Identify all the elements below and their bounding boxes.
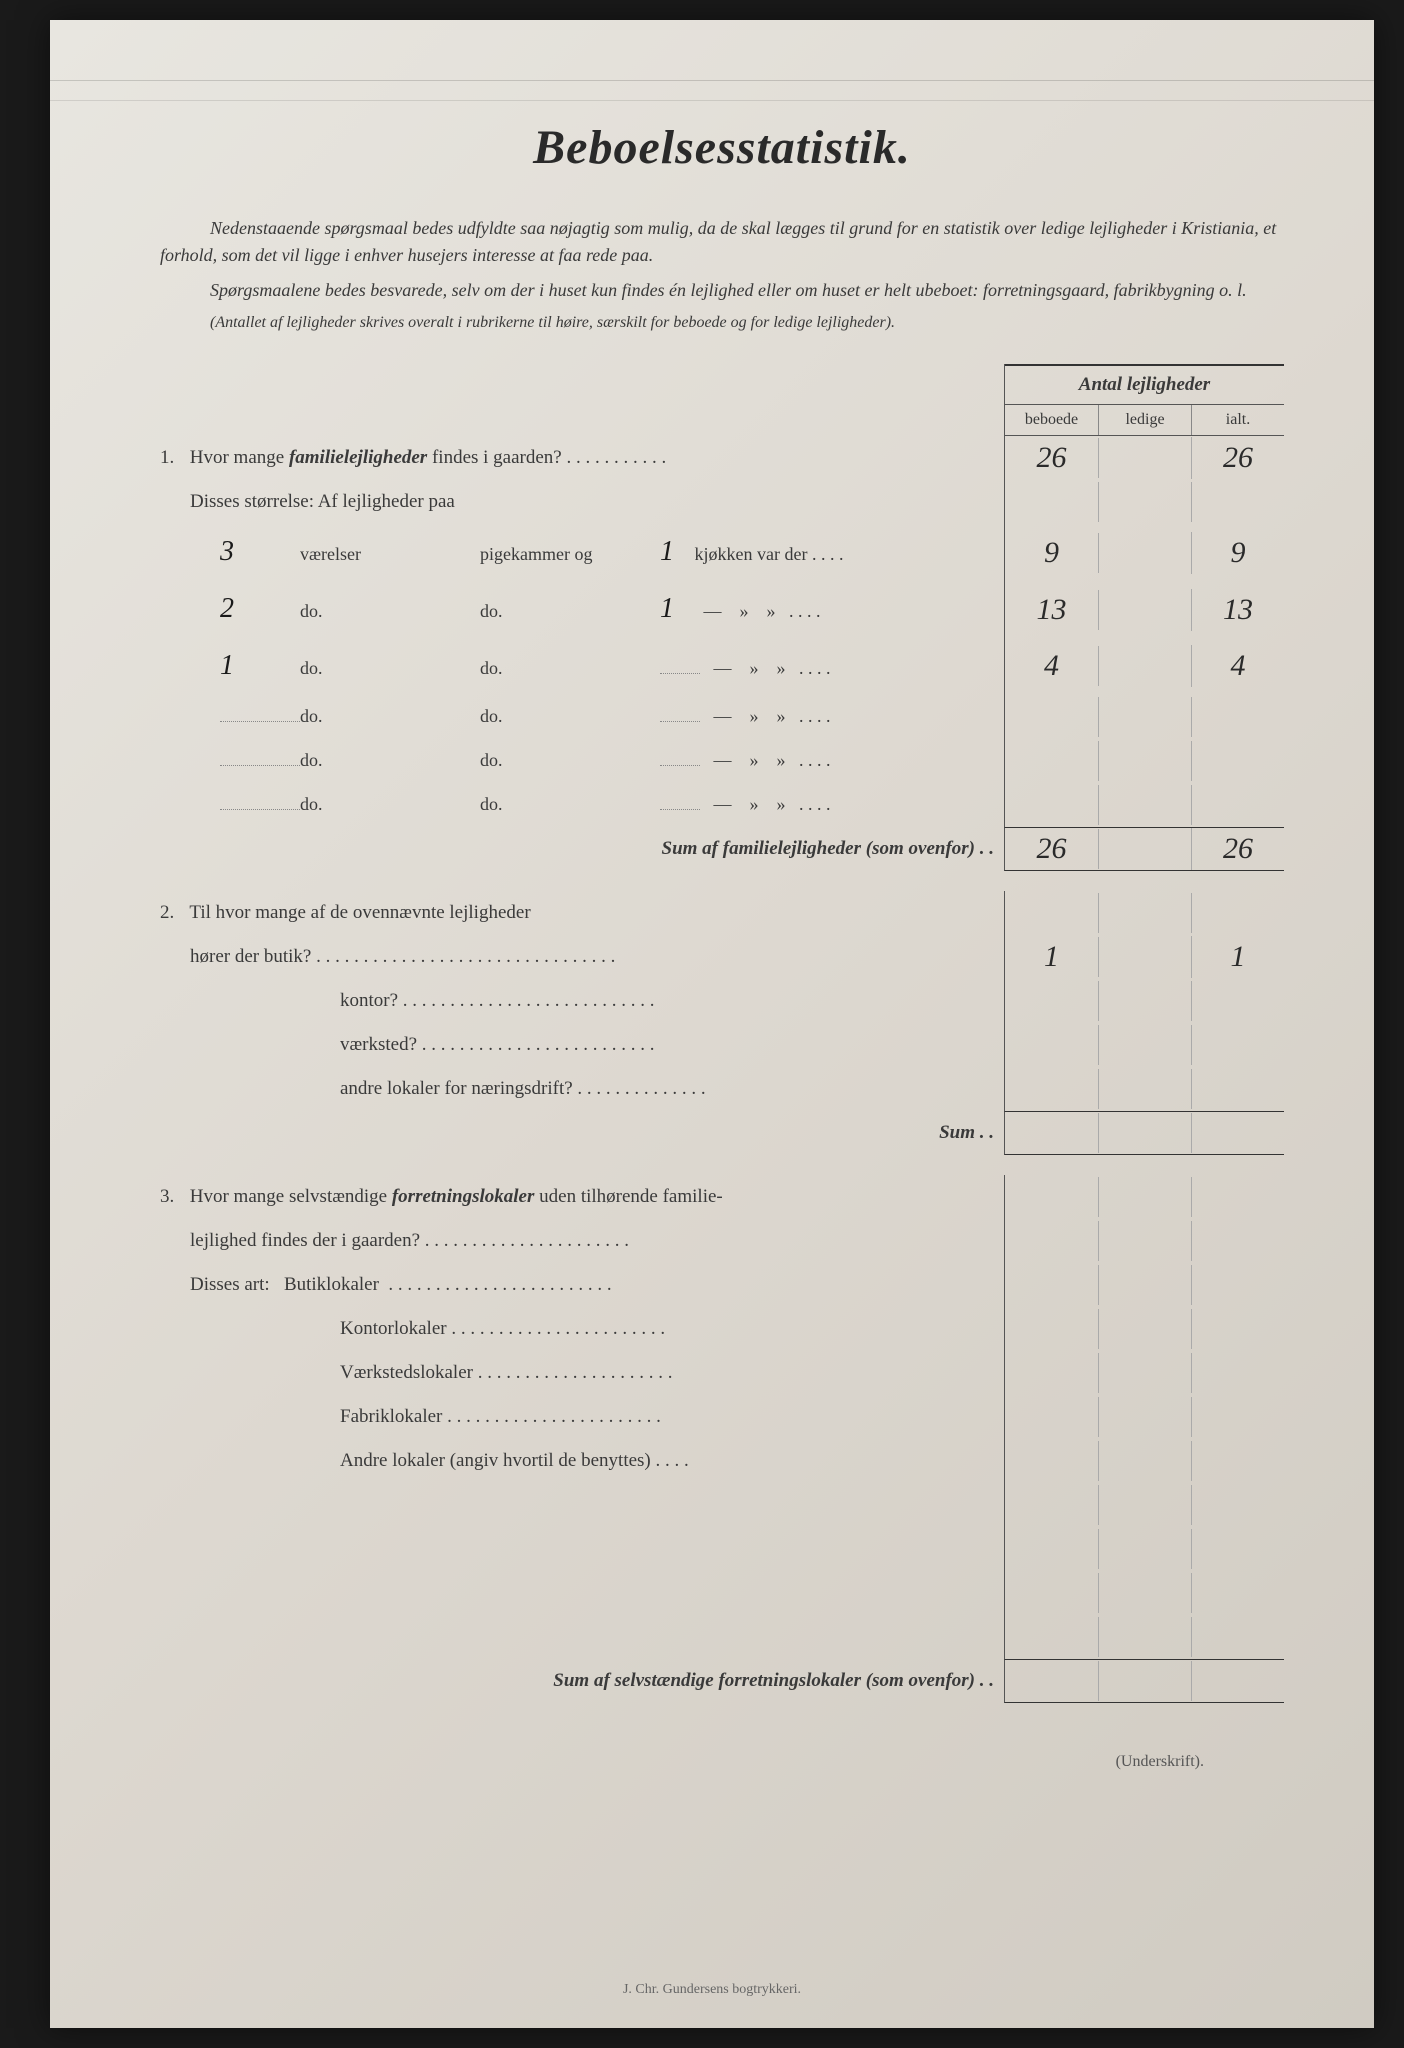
q1-total-ialt: 26 [1191, 437, 1284, 479]
q1-size-5: do. do. — » » . . . . [160, 739, 1284, 783]
signature-label: (Underskrift). [160, 1753, 1284, 1771]
q1-size-2: 2 do. do. 1 — » » . . . . 13 13 [160, 581, 1284, 638]
q1-total-beboede: 26 [1005, 437, 1098, 479]
q2-row: 2. Til hvor mange af de ovennævnte lejli… [160, 891, 1284, 935]
q3-butik: Disses art: Butiklokaler . . . . . . . .… [160, 1263, 1284, 1307]
q2-kontor: kontor? . . . . . . . . . . . . . . . . … [160, 979, 1284, 1023]
q1-size-6: do. do. — » » . . . . [160, 783, 1284, 827]
blank-2 [160, 1527, 1284, 1571]
q1-sub-row: Disses størrelse: Af lejligheder paa [160, 480, 1284, 524]
table-header-row: Antal lejligheder beboede ledige ialt. [160, 364, 1284, 436]
col-beboede: beboede [1005, 405, 1098, 435]
printer-credit: J. Chr. Gundersens bogtrykkeri. [50, 1982, 1374, 1998]
q3-sum: Sum af selvstændige forretningslokaler (… [160, 1659, 1284, 1703]
page-title: Beboelsesstatistik. [160, 120, 1284, 175]
blank-1 [160, 1483, 1284, 1527]
q2-andre: andre lokaler for næringsdrift? . . . . … [160, 1067, 1284, 1111]
document-page: Beboelsesstatistik. Nedenstaaende spørgs… [50, 20, 1374, 2028]
q3-fabrik: Fabriklokaler . . . . . . . . . . . . . … [160, 1395, 1284, 1439]
q1-size-1: 3 værelser pigekammer og 1 kjøkken var d… [160, 524, 1284, 581]
intro-paragraph-3: (Antallet af lejligheder skrives overalt… [160, 312, 1284, 334]
col-ledige: ledige [1098, 405, 1191, 435]
blank-3 [160, 1571, 1284, 1615]
q3-vaerksted: Værkstedslokaler . . . . . . . . . . . .… [160, 1351, 1284, 1395]
blank-4 [160, 1615, 1284, 1659]
intro-paragraph-1: Nedenstaaende spørgsmaal bedes udfyldte … [160, 215, 1284, 269]
intro-paragraph-2: Spørgsmaalene bedes besvarede, selv om d… [160, 277, 1284, 304]
q2-vaerksted: værksted? . . . . . . . . . . . . . . . … [160, 1023, 1284, 1067]
form-content: Antal lejligheder beboede ledige ialt. 1… [160, 364, 1284, 1702]
q3-row-b: lejlighed findes der i gaarden? . . . . … [160, 1219, 1284, 1263]
q1-total-ledige [1098, 438, 1191, 478]
q2-butik: hører der butik? . . . . . . . . . . . .… [160, 935, 1284, 979]
q2-sum: Sum . . [160, 1111, 1284, 1155]
q1-sum: Sum af familielejligheder (som ovenfor) … [160, 827, 1284, 871]
col-ialt: ialt. [1191, 405, 1284, 435]
q1-row: 1. Hvor mange familielejligheder findes … [160, 436, 1284, 480]
q1-size-3: 1 do. do. — » » . . . . 4 4 [160, 638, 1284, 695]
q1-size-4: do. do. — » » . . . . [160, 695, 1284, 739]
col-header-main: Antal lejligheder [1005, 364, 1284, 405]
q3-row: 3. Hvor mange selvstændige forretningslo… [160, 1175, 1284, 1219]
q3-andre: Andre lokaler (angiv hvortil de benyttes… [160, 1439, 1284, 1483]
q3-kontor: Kontorlokaler . . . . . . . . . . . . . … [160, 1307, 1284, 1351]
